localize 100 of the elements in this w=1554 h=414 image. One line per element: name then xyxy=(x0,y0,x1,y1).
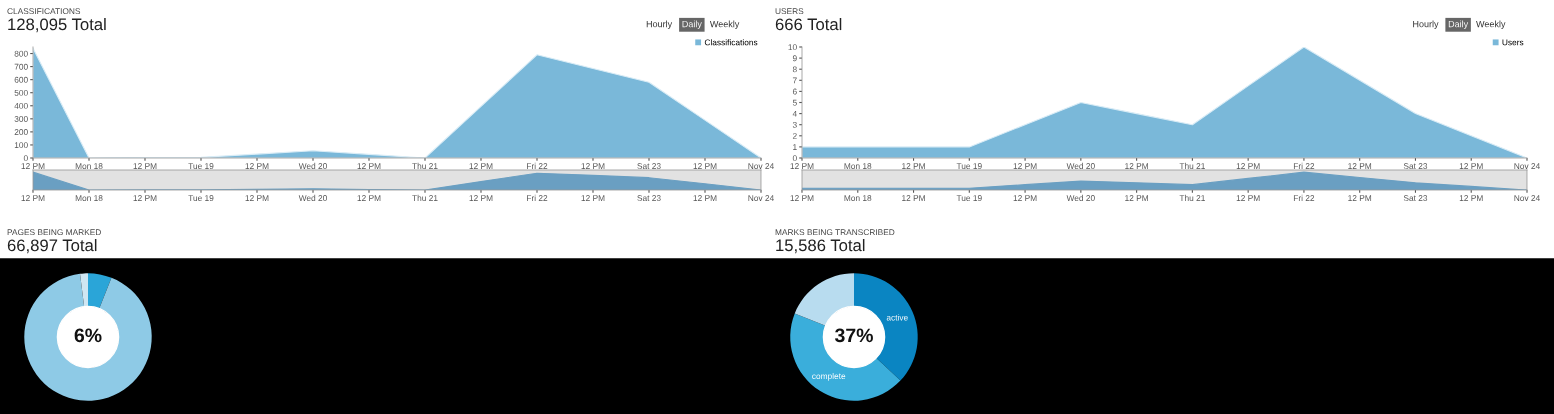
x-tick-label: 12 PM xyxy=(21,163,45,169)
x-tick-label: 12 PM xyxy=(581,163,605,169)
y-tick-label: 9 xyxy=(792,55,797,62)
x-tick-label: 12 PM xyxy=(469,195,493,201)
y-tick-label: 500 xyxy=(14,89,28,96)
x-tick-label: Mon 18 xyxy=(844,195,872,201)
x-tick-label: 12 PM xyxy=(790,195,814,201)
x-tick-label: Fri 22 xyxy=(1293,194,1315,201)
x-tick-label: 12 PM xyxy=(133,195,157,201)
chart-title: MARKS BEING TRANSCRIBED xyxy=(775,229,895,236)
text: Daily xyxy=(682,20,702,30)
text: Hourly xyxy=(1413,20,1439,30)
x-tick-label: 12 PM xyxy=(1125,163,1148,169)
donut-slice xyxy=(80,273,88,307)
x-tick-label: 12 PM xyxy=(469,163,493,169)
x-tick-label: Wed 20 xyxy=(298,162,327,169)
y-tick-label: 700 xyxy=(14,63,28,70)
chart-subtitle: 128,095 Total xyxy=(8,18,106,33)
y-tick-label: 3 xyxy=(792,121,797,128)
legend-label: Classifications xyxy=(704,39,758,46)
x-tick-label: 12 PM xyxy=(1013,163,1037,169)
x-tick-label: Tue 19 xyxy=(956,163,982,169)
text: Weekly xyxy=(1476,20,1506,30)
x-tick-label: Mon 18 xyxy=(75,195,103,201)
text: Daily xyxy=(1448,20,1469,30)
chart-title: CLASSIFICATIONS xyxy=(7,8,81,15)
x-tick-label: 12 PM xyxy=(902,195,925,201)
x-tick-label: 12 PM xyxy=(133,163,157,169)
x-tick-label: 12 PM xyxy=(1459,163,1483,169)
x-tick-label: 12 PM xyxy=(1236,163,1260,169)
legend-label: Users xyxy=(1502,39,1524,46)
y-tick-label: 600 xyxy=(14,76,28,83)
x-tick-label: Thu 21 xyxy=(412,194,438,201)
x-tick-label: 12 PM xyxy=(357,195,381,201)
x-tick-label: 12 PM xyxy=(790,163,814,169)
x-tick-label: Sat 23 xyxy=(1403,195,1428,201)
y-tick-label: 100 xyxy=(14,142,28,149)
x-tick-label: Tue 19 xyxy=(956,195,982,201)
text: 6% xyxy=(74,328,102,343)
y-tick-label: 0 xyxy=(23,155,28,162)
x-tick-label: Thu 21 xyxy=(1179,194,1205,201)
x-tick-label: 12 PM xyxy=(581,195,605,201)
x-tick-label: Nov 24 xyxy=(1514,163,1540,169)
y-tick-label: 800 xyxy=(14,50,28,57)
slice-label: active xyxy=(886,314,908,321)
y-tick-label: 7 xyxy=(792,77,797,84)
x-tick-label: 12 PM xyxy=(1013,195,1037,201)
x-tick-label: 12 PM xyxy=(1348,163,1372,169)
donut-slice xyxy=(794,273,854,326)
x-tick-label: Fri 22 xyxy=(527,194,548,201)
x-tick-label: 12 PM xyxy=(21,195,45,201)
text: 37% xyxy=(834,328,873,343)
x-tick-label: Nov 24 xyxy=(748,163,774,169)
donut-slice xyxy=(88,273,112,309)
x-tick-label: Thu 21 xyxy=(412,162,438,169)
x-tick-label: Mon 18 xyxy=(844,163,872,169)
x-tick-label: Wed 20 xyxy=(1066,162,1095,169)
x-tick-label: 12 PM xyxy=(1459,195,1483,201)
y-tick-label: 400 xyxy=(14,102,28,109)
x-tick-label: 12 PM xyxy=(1125,195,1148,201)
x-tick-label: 12 PM xyxy=(693,163,717,169)
slice-label: complete xyxy=(812,372,846,381)
x-tick-label: 12 PM xyxy=(245,163,269,169)
x-tick-label: Fri 22 xyxy=(1293,162,1315,169)
x-tick-label: Sat 23 xyxy=(637,163,661,169)
chart-subtitle: 15,586 Total xyxy=(776,239,865,254)
x-tick-label: Tue 19 xyxy=(188,195,214,201)
x-tick-label: 12 PM xyxy=(1236,195,1260,201)
x-tick-label: Sat 23 xyxy=(1403,163,1428,169)
chart-subtitle: 66,897 Total xyxy=(7,239,97,254)
x-tick-label: Thu 21 xyxy=(1179,162,1205,169)
x-tick-label: 12 PM xyxy=(693,195,717,201)
chart-subtitle: 666 Total xyxy=(775,18,842,31)
chart-title: USERS xyxy=(775,8,804,15)
y-tick-label: 0 xyxy=(792,155,797,162)
y-tick-label: 2 xyxy=(792,133,797,139)
y-tick-label: 5 xyxy=(792,99,797,106)
x-tick-label: 12 PM xyxy=(902,163,925,169)
y-tick-label: 300 xyxy=(14,116,28,122)
x-tick-label: Tue 19 xyxy=(188,163,214,169)
x-tick-label: Nov 24 xyxy=(748,195,774,201)
text: Weekly xyxy=(709,20,740,30)
donut-slice xyxy=(24,273,152,401)
text: Hourly xyxy=(646,20,673,30)
x-tick-label: Sat 23 xyxy=(637,195,661,201)
y-tick-label: 200 xyxy=(14,129,28,135)
x-tick-label: Wed 20 xyxy=(1066,194,1095,201)
y-tick-label: 6 xyxy=(792,88,797,95)
y-tick-label: 8 xyxy=(792,66,797,73)
x-tick-label: 12 PM xyxy=(1348,195,1372,201)
x-tick-label: 12 PM xyxy=(357,163,381,169)
chart-title: PAGES BEING MARKED xyxy=(7,229,101,236)
x-tick-label: Mon 18 xyxy=(75,163,103,169)
y-tick-label: 10 xyxy=(788,44,797,51)
x-tick-label: 12 PM xyxy=(245,195,269,201)
x-tick-label: Wed 20 xyxy=(298,194,327,201)
x-tick-label: Nov 24 xyxy=(1514,195,1540,201)
x-tick-label: Fri 22 xyxy=(527,162,548,169)
y-tick-label: 1 xyxy=(793,144,797,150)
y-tick-label: 4 xyxy=(792,110,797,117)
